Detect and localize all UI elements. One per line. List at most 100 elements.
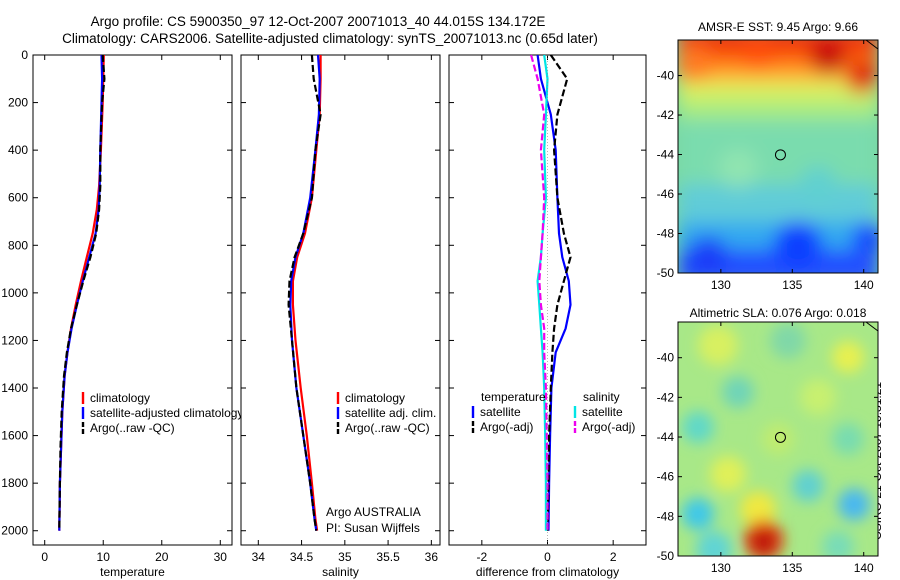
heatmap-blob: [810, 40, 846, 75]
y-tick-label: 400: [8, 143, 28, 157]
coastline: [865, 321, 879, 332]
plot-frame: [240, 54, 441, 546]
legend-entry: Argo(..raw -QC): [90, 421, 175, 435]
y-tick-label: 2000: [1, 524, 28, 538]
plot-frame: [32, 54, 233, 546]
y-tick-label: -48: [657, 227, 675, 241]
heatmap-blob: [822, 530, 854, 556]
heatmap-blobs: [678, 40, 878, 273]
y-tick-label: -50: [657, 549, 675, 563]
profile-panel-1: 0 10 20 30 0 200 400 600 800 1000 1200 1400 1600 1800…: [1, 48, 243, 579]
heatmap-blob: [710, 456, 746, 493]
heatmap-blobs: [682, 322, 870, 556]
x-tick-label: 10: [97, 550, 111, 564]
series-line-3: [287, 54, 322, 531]
map-title: AMSR-E SST: 9.45 Argo: 9.66: [698, 20, 858, 34]
heatmap-blob: [852, 222, 878, 255]
x-tick-label: 140: [854, 561, 874, 575]
y-tick-label: -40: [657, 351, 675, 365]
series-line-3: [58, 54, 106, 531]
legend-heading: temperature: [481, 390, 546, 404]
series-line-3: [536, 54, 549, 531]
heatmap-blob: [688, 236, 728, 273]
y-tick-label: -44: [657, 430, 675, 444]
heatmap-blob: [698, 325, 738, 366]
x-axis-label: temperature: [100, 565, 165, 579]
map-title: Altimetric SLA: 0.076 Argo: 0.018: [690, 306, 867, 320]
heatmap-band: [678, 119, 878, 190]
x-axis-label: salinity: [322, 565, 359, 579]
heatmap-blob: [740, 491, 776, 528]
x-tick-label: 140: [854, 278, 874, 292]
y-tick-label: -42: [657, 390, 675, 404]
profile-panel-2: 34 34.5 35 35.5 36 salinity climatologysatelli…: [240, 54, 441, 579]
heatmap-blob: [792, 469, 824, 502]
y-tick-label: 1800: [1, 476, 28, 490]
heatmap-blob: [800, 166, 836, 203]
x-tick-label: 35: [338, 550, 352, 564]
plot-frame: [448, 54, 647, 546]
legend-entry: satellite adj. clim.: [345, 406, 436, 420]
figure-title-line1: Argo profile: CS 5900350_97 12-Oct-2007 …: [90, 14, 546, 29]
heatmap-blob: [846, 61, 878, 94]
y-tick-label: 1400: [1, 381, 28, 395]
heatmap-blob: [682, 411, 714, 444]
x-tick-label: 130: [711, 561, 731, 575]
legend-entry: satellite: [480, 405, 521, 419]
y-tick-label: -46: [657, 470, 675, 484]
heatmap-field: [678, 322, 878, 556]
y-tick-label: 200: [8, 96, 28, 110]
heatmap-blob: [838, 488, 870, 521]
x-tick-label: -2: [476, 550, 487, 564]
y-tick-label: 1000: [1, 286, 28, 300]
map-panel-1: AMSR-E SST: 9.45 Argo: 9.66 130 135 140 -40 -…: [657, 20, 879, 292]
legend-entry: climatology: [90, 391, 150, 405]
x-tick-label: 2: [610, 550, 617, 564]
x-axis-label: difference from climatology: [476, 565, 619, 579]
heatmap-blob: [742, 40, 774, 70]
map-frame: [677, 321, 879, 557]
heatmap-blob: [682, 497, 714, 530]
heatmap-blob: [678, 45, 712, 82]
coastline: [865, 39, 879, 50]
y-tick-label: -44: [657, 148, 675, 162]
x-tick-label: 135: [782, 278, 802, 292]
x-tick-label: 135: [782, 561, 802, 575]
x-tick-label: 36: [425, 550, 439, 564]
argo-position-marker: [774, 431, 786, 443]
y-tick-label: 800: [8, 238, 28, 252]
y-tick-label: -50: [657, 266, 675, 280]
x-tick-label: 34: [252, 550, 266, 564]
y-tick-label: -48: [657, 509, 675, 523]
y-tick-label: -40: [657, 69, 675, 83]
heatmap-blob: [800, 378, 836, 415]
argo-position-marker: [774, 149, 786, 161]
legend-entry: Argo(-adj): [480, 420, 533, 434]
heatmap-band: [678, 184, 878, 222]
heatmap-blob: [696, 530, 732, 556]
heatmap-blob: [832, 423, 864, 455]
y-tick-label: 1600: [1, 429, 28, 443]
heatmap-band: [678, 81, 878, 101]
heatmap-band: [678, 100, 878, 124]
heatmap-blob: [774, 221, 822, 270]
x-tick-label: 20: [155, 550, 169, 564]
heatmap-blob: [770, 322, 806, 359]
legend-entry: satellite-adjusted climatology: [90, 406, 243, 420]
x-tick-label: 0: [41, 550, 48, 564]
x-tick-label: 34.5: [290, 550, 314, 564]
figure-title-line2: Climatology: CARS2006. Satellite-adjuste…: [62, 31, 598, 46]
y-tick-label: 600: [8, 191, 28, 205]
annotation-text: PI: Susan Wijffels: [326, 521, 420, 535]
heatmap-blob: [832, 341, 864, 374]
series-line-4: [530, 54, 549, 531]
series-line-2: [289, 54, 321, 531]
y-tick-label: 0: [21, 48, 28, 62]
x-tick-label: 35.5: [376, 550, 400, 564]
map-frame: [677, 39, 879, 274]
x-tick-label: 130: [711, 278, 731, 292]
legend-entry: climatology: [345, 391, 405, 405]
annotation-text: Argo AUSTRALIA: [326, 505, 421, 519]
